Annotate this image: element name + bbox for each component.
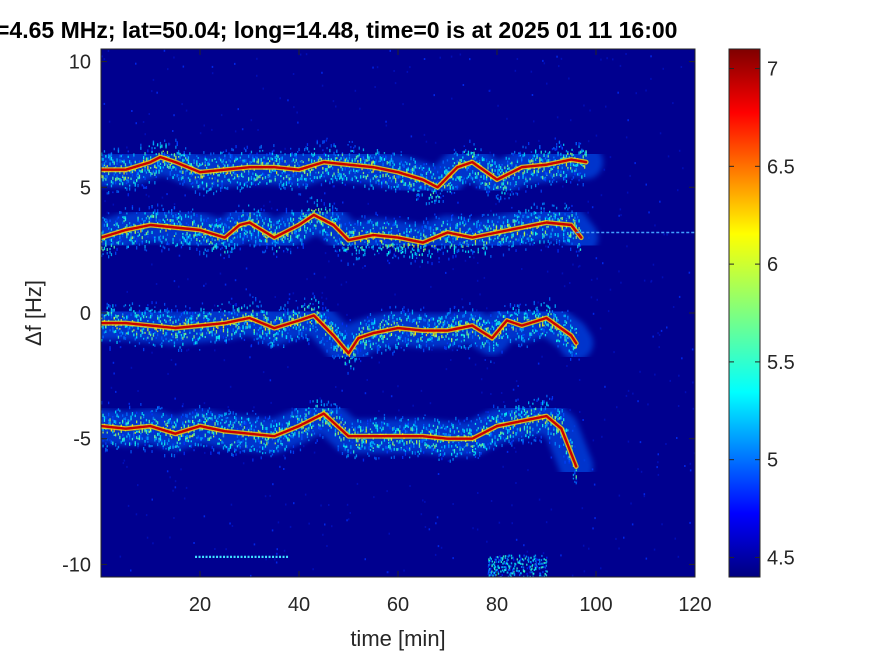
colorbar-tick-label: 6 <box>767 254 778 276</box>
signal-trace-3 <box>101 292 594 375</box>
y-tick-label: 10 <box>69 52 91 74</box>
x-tick-label: 120 <box>678 594 711 616</box>
signal-trace-1 <box>101 137 604 206</box>
colorbar-tick-label: 5.5 <box>767 352 795 374</box>
plot-area <box>101 49 695 577</box>
y-axis: -10 -5 0 5 10 <box>62 52 695 576</box>
x-tick-label: 60 <box>387 594 409 616</box>
y-tick-label: -5 <box>73 429 91 451</box>
x-tick-label: 20 <box>189 594 211 616</box>
y-tick-label: -10 <box>62 554 91 576</box>
x-axis-label: time [min] <box>350 626 445 651</box>
signal-trace-4 <box>101 394 594 485</box>
colorbar-tick-label: 4.5 <box>767 547 795 569</box>
chart-title: =4.65 MHz; lat=50.04; long=14.48, time=0… <box>0 17 677 43</box>
y-tick-label: 0 <box>80 303 91 325</box>
colorbar <box>728 48 761 578</box>
colorbar-tick-label: 6.5 <box>767 156 795 178</box>
x-tick-label: 40 <box>288 594 310 616</box>
colorbar-tick-label: 7 <box>767 59 778 81</box>
signal-trace-2 <box>101 196 599 266</box>
x-tick-label: 100 <box>579 594 612 616</box>
x-axis: 20 40 60 80 100 120 <box>189 49 712 616</box>
colorbar-axis: 4.5 5 5.5 6 6.5 7 <box>729 59 795 569</box>
colorbar-tick-label: 5 <box>767 450 778 472</box>
y-axis-label: Δf [Hz] <box>21 280 46 346</box>
noise-patch <box>487 554 548 577</box>
x-tick-label: 80 <box>486 594 508 616</box>
y-tick-label: 5 <box>80 177 91 199</box>
